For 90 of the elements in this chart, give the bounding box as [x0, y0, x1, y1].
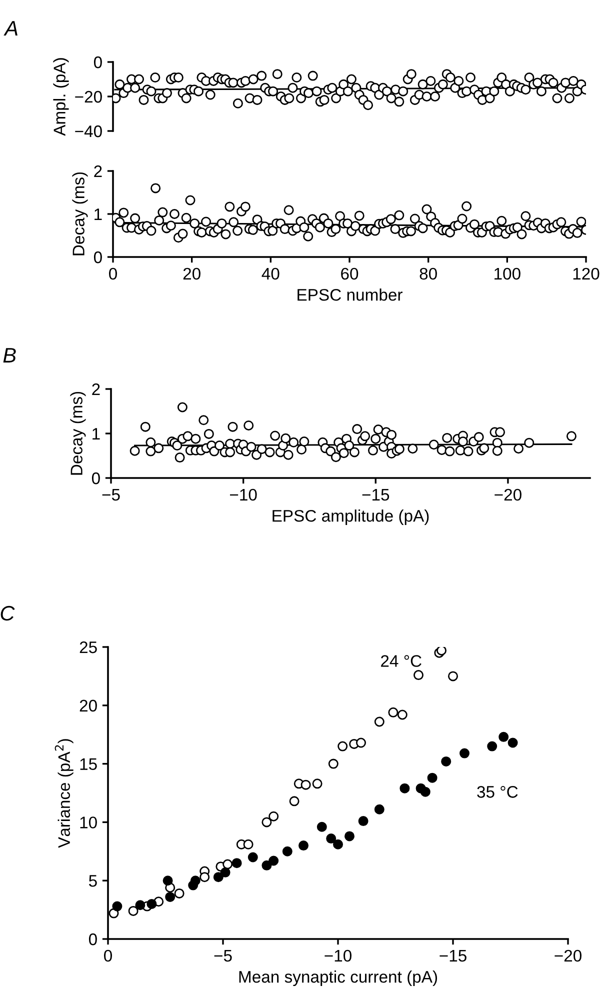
point [374, 804, 384, 814]
point [508, 738, 518, 748]
x-tick-label: −5 [214, 950, 232, 962]
x-axis-title: Mean synaptic current (pA) [239, 970, 438, 986]
y-tick-label: 15 [80, 758, 97, 770]
point [243, 839, 254, 850]
x-tick-label: 80 [420, 268, 437, 280]
point [220, 867, 230, 878]
point [146, 898, 157, 909]
point [441, 756, 452, 766]
y-tick-label: 2 [94, 165, 102, 178]
point [262, 860, 272, 870]
point [268, 856, 279, 866]
chart-title: B [3, 348, 16, 362]
point [316, 822, 327, 832]
point [326, 834, 336, 844]
point [414, 670, 424, 680]
point [248, 852, 258, 862]
x-tick-label: −20 [554, 950, 582, 962]
y-tick-label: 10 [80, 816, 97, 828]
point [213, 872, 224, 882]
x-tick-label: 20 [183, 268, 200, 280]
x-tick-label: 0 [109, 268, 117, 280]
point [344, 831, 354, 842]
y-tick-label: 0 [88, 933, 97, 946]
point [487, 741, 498, 752]
y-tick-label: 25 [80, 641, 97, 654]
point [397, 710, 408, 720]
point [190, 876, 200, 886]
y-tick-label: 5 [88, 875, 97, 887]
point [374, 716, 384, 727]
chart-title: A [4, 21, 18, 36]
x-tick-label: −5 [102, 489, 120, 501]
y-tick-label: 0 [94, 56, 102, 68]
y-axis-title: Variance (pA$^{2}$) [54, 739, 74, 848]
point [268, 811, 279, 822]
point [328, 758, 338, 769]
point [448, 671, 458, 682]
y-tick-label: −40 [75, 125, 102, 138]
x-tick-label: −15 [362, 489, 390, 501]
point [356, 738, 366, 748]
y-tick-label: 1 [92, 428, 100, 440]
y-tick-label: 20 [80, 700, 97, 712]
point [135, 900, 146, 910]
series-label: 35 °C [477, 786, 518, 798]
point [200, 872, 210, 882]
point [312, 778, 322, 789]
point [460, 748, 470, 758]
point [174, 888, 184, 898]
point [282, 846, 292, 856]
y-axis-title: Ampl. (pA) [53, 58, 69, 136]
x-tick-label: −15 [440, 950, 466, 962]
point [300, 780, 311, 790]
point [289, 796, 300, 806]
point [262, 817, 272, 828]
point [388, 707, 398, 718]
series-label: 24 °C [381, 655, 422, 667]
point [298, 840, 308, 851]
point [358, 816, 368, 826]
point [162, 876, 173, 886]
point [498, 732, 509, 742]
point [420, 786, 430, 797]
x-axis-title: EPSC number [298, 288, 402, 301]
x-tick-label: 100 [494, 268, 520, 280]
x-tick-label: −10 [324, 950, 352, 962]
x-tick-label: −20 [494, 488, 522, 501]
point [436, 647, 446, 656]
x-axis-title: EPSC amplitude (pA) [272, 510, 429, 526]
point [222, 859, 233, 870]
y-tick-label: 0 [94, 251, 102, 264]
y-axis-title: Decay (ms) [70, 392, 86, 475]
point [427, 772, 438, 783]
point [400, 783, 410, 794]
point [128, 906, 138, 916]
y-tick-label: 1 [94, 208, 102, 220]
x-tick-label: 40 [262, 268, 280, 280]
point [232, 858, 242, 868]
y-axis-title: Decay (ms) [72, 172, 88, 256]
x-tick-label: 120 [573, 268, 600, 280]
x-tick-label: 0 [104, 950, 112, 962]
y-tick-label: 2 [92, 383, 100, 396]
point [338, 741, 348, 752]
y-tick-label: 0 [92, 472, 100, 484]
x-tick-label: −10 [230, 488, 257, 501]
chart-title: C [0, 606, 15, 621]
x-tick-label: 60 [341, 268, 358, 280]
y-tick-label: −20 [75, 90, 102, 103]
point [165, 892, 176, 902]
point [112, 901, 122, 912]
point [333, 839, 343, 850]
